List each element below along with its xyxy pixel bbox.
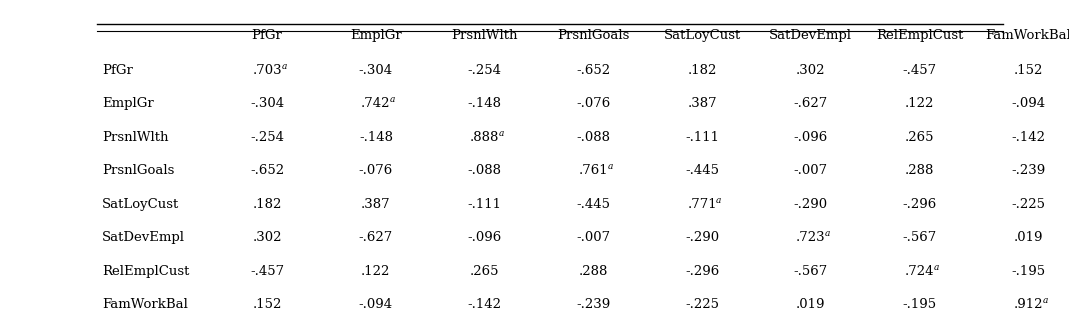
Text: -.445: -.445 <box>685 164 719 177</box>
Text: .723: .723 <box>796 231 825 244</box>
Text: -.239: -.239 <box>1011 164 1045 177</box>
Text: .912: .912 <box>1013 298 1043 311</box>
Text: -.304: -.304 <box>250 97 284 110</box>
Text: -.088: -.088 <box>467 164 501 177</box>
Text: .182: .182 <box>687 64 716 77</box>
Text: -.111: -.111 <box>685 131 719 144</box>
Text: -.076: -.076 <box>576 97 610 110</box>
Text: RelEmplCust: RelEmplCust <box>876 29 963 42</box>
Text: .182: .182 <box>252 198 282 211</box>
Text: .742: .742 <box>361 97 390 110</box>
Text: a: a <box>716 196 722 205</box>
Text: -.142: -.142 <box>467 298 501 311</box>
Text: RelEmplCust: RelEmplCust <box>102 265 189 278</box>
Text: .888: .888 <box>470 131 499 144</box>
Text: .302: .302 <box>252 231 282 244</box>
Text: -.239: -.239 <box>576 298 610 311</box>
Text: .265: .265 <box>470 265 499 278</box>
Text: .387: .387 <box>361 198 390 211</box>
Text: -.652: -.652 <box>576 64 610 77</box>
Text: .019: .019 <box>1013 231 1043 244</box>
Text: .771: .771 <box>687 198 717 211</box>
Text: -.567: -.567 <box>793 265 827 278</box>
Text: .302: .302 <box>796 64 825 77</box>
Text: .288: .288 <box>578 265 608 278</box>
Text: -.304: -.304 <box>359 64 393 77</box>
Text: PrsnlGoals: PrsnlGoals <box>557 29 630 42</box>
Text: -.296: -.296 <box>685 265 719 278</box>
Text: PfGr: PfGr <box>251 29 282 42</box>
Text: -.254: -.254 <box>467 64 501 77</box>
Text: .288: .288 <box>904 164 934 177</box>
Text: .122: .122 <box>904 97 934 110</box>
Text: -.142: -.142 <box>1011 131 1045 144</box>
Text: EmplGr: EmplGr <box>350 29 402 42</box>
Text: a: a <box>390 95 396 104</box>
Text: -.296: -.296 <box>902 198 936 211</box>
Text: -.290: -.290 <box>793 198 827 211</box>
Text: a: a <box>1042 296 1048 305</box>
Text: -.457: -.457 <box>902 64 936 77</box>
Text: SatLoyCust: SatLoyCust <box>664 29 741 42</box>
Text: -.457: -.457 <box>250 265 284 278</box>
Text: -.445: -.445 <box>576 198 610 211</box>
Text: -.094: -.094 <box>1011 97 1045 110</box>
Text: -.195: -.195 <box>902 298 936 311</box>
Text: FamWorkBal: FamWorkBal <box>102 298 188 311</box>
Text: .761: .761 <box>578 164 608 177</box>
Text: a: a <box>281 62 286 71</box>
Text: .387: .387 <box>687 97 717 110</box>
Text: -.096: -.096 <box>793 131 827 144</box>
Text: a: a <box>499 129 505 138</box>
Text: FamWorkBal: FamWorkBal <box>986 29 1069 42</box>
Text: PrsnlWlth: PrsnlWlth <box>102 131 169 144</box>
Text: .152: .152 <box>1013 64 1043 77</box>
Text: -.627: -.627 <box>359 231 393 244</box>
Text: -.290: -.290 <box>685 231 719 244</box>
Text: -.088: -.088 <box>576 131 610 144</box>
Text: -.094: -.094 <box>359 298 393 311</box>
Text: -.007: -.007 <box>576 231 610 244</box>
Text: -.225: -.225 <box>685 298 719 311</box>
Text: EmplGr: EmplGr <box>102 97 154 110</box>
Text: PfGr: PfGr <box>102 64 133 77</box>
Text: -.096: -.096 <box>467 231 501 244</box>
Text: .724: .724 <box>904 265 934 278</box>
Text: -.627: -.627 <box>793 97 827 110</box>
Text: SatDevEmpl: SatDevEmpl <box>102 231 185 244</box>
Text: PrsnlGoals: PrsnlGoals <box>102 164 174 177</box>
Text: .265: .265 <box>904 131 934 144</box>
Text: -.007: -.007 <box>793 164 827 177</box>
Text: .703: .703 <box>252 64 282 77</box>
Text: SatLoyCust: SatLoyCust <box>102 198 180 211</box>
Text: .122: .122 <box>361 265 390 278</box>
Text: -.225: -.225 <box>1011 198 1045 211</box>
Text: a: a <box>607 162 613 171</box>
Text: .152: .152 <box>252 298 282 311</box>
Text: -.254: -.254 <box>250 131 284 144</box>
Text: -.652: -.652 <box>250 164 284 177</box>
Text: -.148: -.148 <box>359 131 393 144</box>
Text: -.076: -.076 <box>359 164 393 177</box>
Text: SatDevEmpl: SatDevEmpl <box>770 29 852 42</box>
Text: PrsnlWlth: PrsnlWlth <box>451 29 517 42</box>
Text: -.195: -.195 <box>1011 265 1045 278</box>
Text: -.111: -.111 <box>467 198 501 211</box>
Text: a: a <box>825 229 831 238</box>
Text: -.567: -.567 <box>902 231 936 244</box>
Text: .019: .019 <box>796 298 825 311</box>
Text: -.148: -.148 <box>467 97 501 110</box>
Text: a: a <box>933 263 939 272</box>
